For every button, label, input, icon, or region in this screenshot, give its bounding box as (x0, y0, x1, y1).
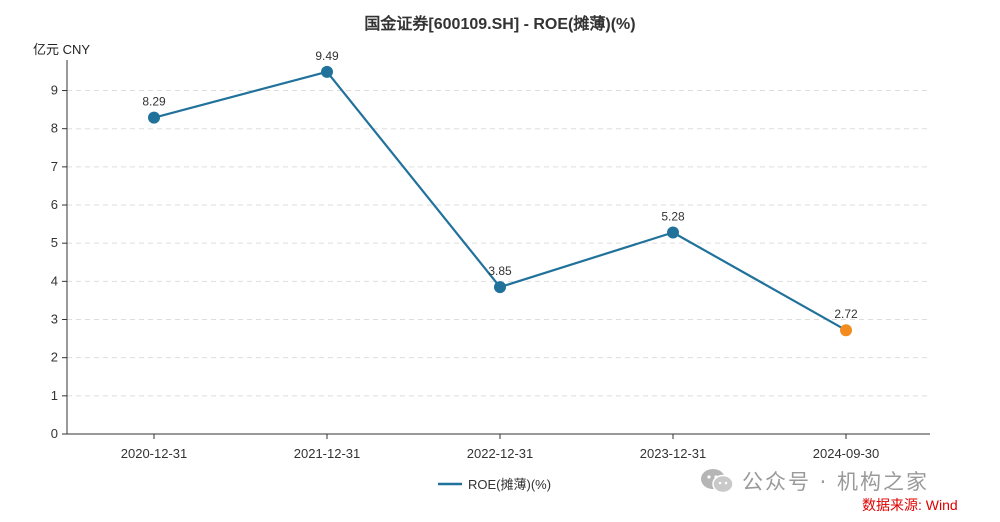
y-axis-unit-label: 亿元 CNY (33, 42, 90, 57)
y-tick-label-0: 0 (51, 426, 58, 441)
data-point-2023-12-31 (667, 226, 679, 239)
y-tick-label-9: 9 (51, 83, 58, 98)
x-tick-label-2020-12-31: 2020-12-31 (121, 446, 188, 461)
chart-title: 国金证券[600109.SH] - ROE(摊薄)(%) (364, 14, 635, 33)
x-tick-label-2024-09-30: 2024-09-30 (813, 446, 880, 461)
data-label-2024-09-30: 2.72 (834, 307, 858, 321)
data-label-2020-12-31: 8.29 (142, 95, 166, 109)
legend[interactable]: ROE(摊薄)(%) (438, 477, 551, 492)
x-tick-label-2022-12-31: 2022-12-31 (467, 446, 534, 461)
y-tick-label-1: 1 (51, 388, 58, 403)
y-tick-label-8: 8 (51, 121, 58, 136)
data-label-2021-12-31: 9.49 (315, 49, 339, 63)
wechat-icon (701, 469, 734, 494)
data-label-2022-12-31: 3.85 (488, 264, 512, 278)
watermark-text: 公众号 · 机构之家 (742, 470, 930, 494)
data-point-2020-12-31 (148, 111, 160, 124)
axes (66, 60, 930, 435)
y-tick-label-7: 7 (51, 159, 58, 174)
x-tick-label-2021-12-31: 2021-12-31 (294, 446, 361, 461)
data-point-2024-09-30 (840, 324, 852, 337)
data-point-2022-12-31 (494, 281, 506, 294)
series-group: 8.29 9.49 3.85 5.28 2.72 (142, 49, 858, 337)
data-point-2021-12-31 (321, 65, 333, 78)
gridlines (67, 90, 930, 397)
y-tick-label-4: 4 (51, 273, 58, 288)
watermark: 公众号 · 机构之家 (700, 466, 929, 496)
y-tick-label-6: 6 (51, 197, 58, 212)
x-tick-label-2023-12-31: 2023-12-31 (640, 446, 707, 461)
y-tick-label-5: 5 (51, 235, 58, 250)
data-label-2023-12-31: 5.28 (661, 209, 685, 223)
y-axis-ticks: 0 1 2 3 4 5 6 7 8 9 (51, 83, 67, 441)
legend-label: ROE(摊薄)(%) (468, 477, 551, 492)
data-source-label: 数据来源: Wind (862, 497, 958, 513)
y-tick-label-3: 3 (51, 312, 58, 327)
x-axis-ticks: 2020-12-31 2021-12-31 2022-12-31 2023-12-31… (121, 434, 880, 461)
y-tick-label-2: 2 (51, 350, 58, 365)
